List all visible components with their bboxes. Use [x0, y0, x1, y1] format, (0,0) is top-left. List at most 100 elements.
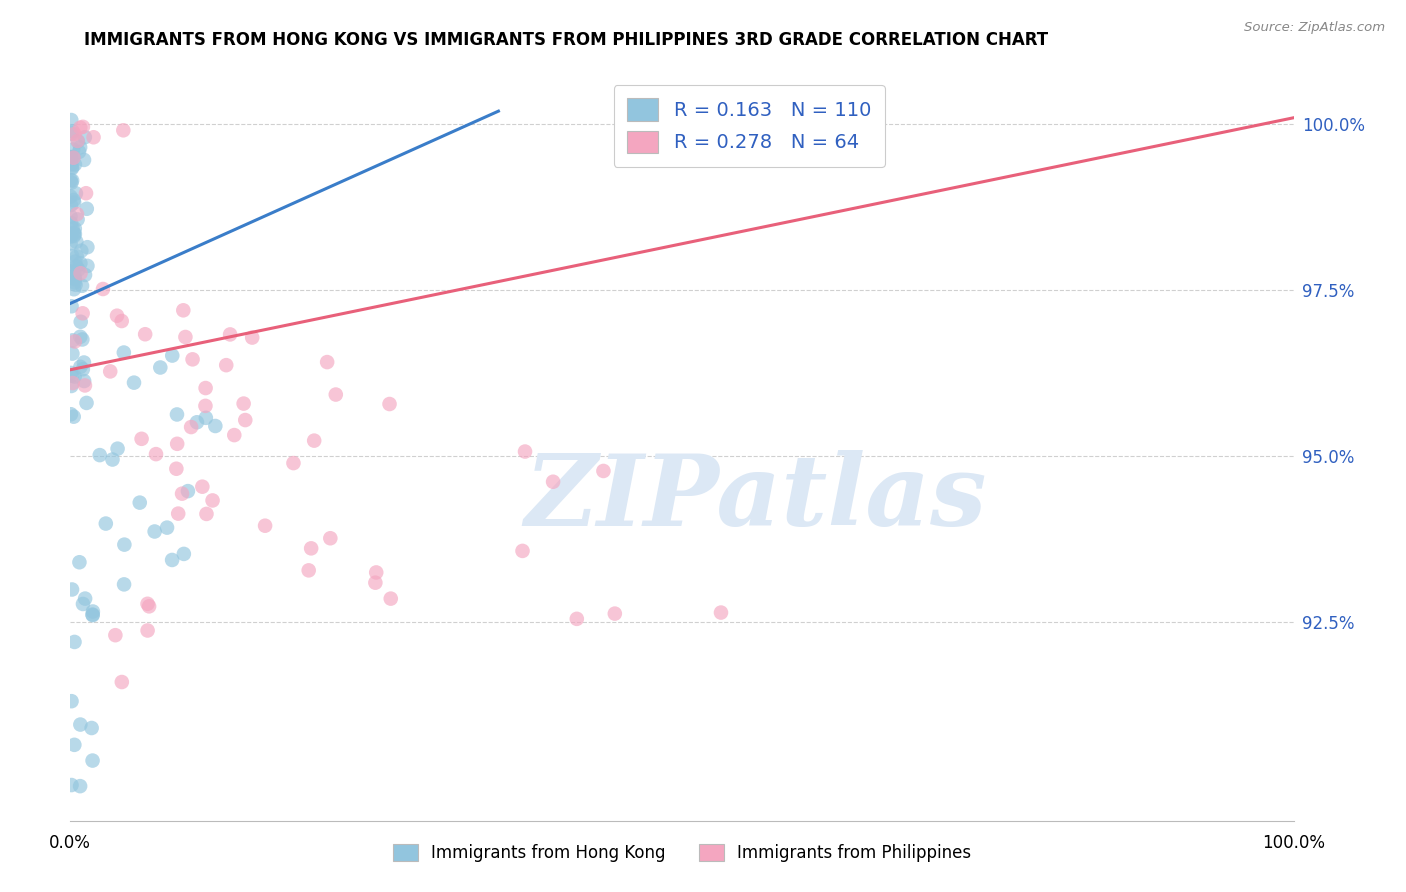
Point [80, 721, 103, 735]
Point [710, 606, 733, 620]
Point [82, 608, 104, 623]
Point [232, 396, 254, 410]
Point [166, 437, 188, 451]
Point [76, 396, 98, 410]
Point [173, 547, 195, 561]
Point [60, 379, 83, 393]
Point [59, 198, 82, 212]
Point [59, 229, 82, 244]
Point [111, 314, 134, 328]
Point [66, 207, 89, 221]
Text: IMMIGRANTS FROM HONG KONG VS IMMIGRANTS FROM PHILIPPINES 3RD GRADE CORRELATION C: IMMIGRANTS FROM HONG KONG VS IMMIGRANTS … [84, 31, 1049, 49]
Point [60, 694, 83, 708]
Point [60, 161, 83, 176]
Point [72, 333, 94, 347]
Point [69, 717, 91, 731]
Point [83, 130, 105, 145]
Point [60, 366, 83, 380]
Point [63, 157, 86, 171]
Point [76, 240, 98, 254]
Point [65, 260, 87, 274]
Point [62, 221, 84, 235]
Point [112, 577, 135, 591]
Point [72, 120, 94, 134]
Point [378, 397, 401, 411]
Point [66, 134, 89, 148]
Point [60, 157, 83, 171]
Point [195, 507, 218, 521]
Point [73, 374, 96, 388]
Point [70, 244, 93, 258]
Point [65, 235, 87, 249]
Point [160, 553, 183, 567]
Point [63, 269, 86, 284]
Point [325, 387, 347, 401]
Point [111, 675, 134, 690]
Point [59, 407, 82, 421]
Point [69, 359, 91, 374]
Point [60, 216, 83, 230]
Point [63, 127, 86, 141]
Point [59, 189, 82, 203]
Point [167, 507, 190, 521]
Point [62, 263, 84, 277]
Point [194, 410, 217, 425]
Point [165, 461, 187, 475]
Point [177, 484, 200, 499]
Point [59, 210, 82, 224]
Point [219, 327, 242, 342]
Point [63, 272, 86, 286]
Point [513, 444, 536, 458]
Point [60, 264, 83, 278]
Point [73, 268, 96, 282]
Point [172, 303, 194, 318]
Point [136, 597, 159, 611]
Point [122, 376, 145, 390]
Point [69, 256, 91, 270]
Point [565, 612, 588, 626]
Point [105, 309, 128, 323]
Point [62, 376, 84, 390]
Point [63, 369, 86, 384]
Point [319, 531, 342, 545]
Point [60, 160, 83, 174]
Point [112, 123, 135, 137]
Point [60, 582, 83, 597]
Point [60, 176, 83, 190]
Point [194, 399, 217, 413]
Point [63, 227, 86, 241]
Point [298, 563, 321, 577]
Point [63, 254, 86, 268]
Point [62, 150, 84, 164]
Point [82, 605, 104, 619]
Point [181, 352, 204, 367]
Point [65, 277, 87, 292]
Point [156, 521, 179, 535]
Point [204, 419, 226, 434]
Point [66, 212, 89, 227]
Point [60, 778, 83, 792]
Point [73, 378, 96, 392]
Point [72, 362, 94, 376]
Point [60, 173, 83, 187]
Point [67, 262, 90, 277]
Point [62, 334, 84, 348]
Point [174, 330, 197, 344]
Point [63, 282, 86, 296]
Point [63, 226, 86, 240]
Point [60, 227, 83, 241]
Point [131, 432, 153, 446]
Point [63, 229, 86, 244]
Point [63, 738, 86, 752]
Point [366, 566, 388, 580]
Point [60, 368, 83, 383]
Point [65, 186, 87, 201]
Point [138, 599, 160, 614]
Point [201, 493, 224, 508]
Point [541, 475, 564, 489]
Point [60, 346, 83, 360]
Point [60, 249, 83, 263]
Point [69, 779, 91, 793]
Point [592, 464, 614, 478]
Point [60, 113, 83, 128]
